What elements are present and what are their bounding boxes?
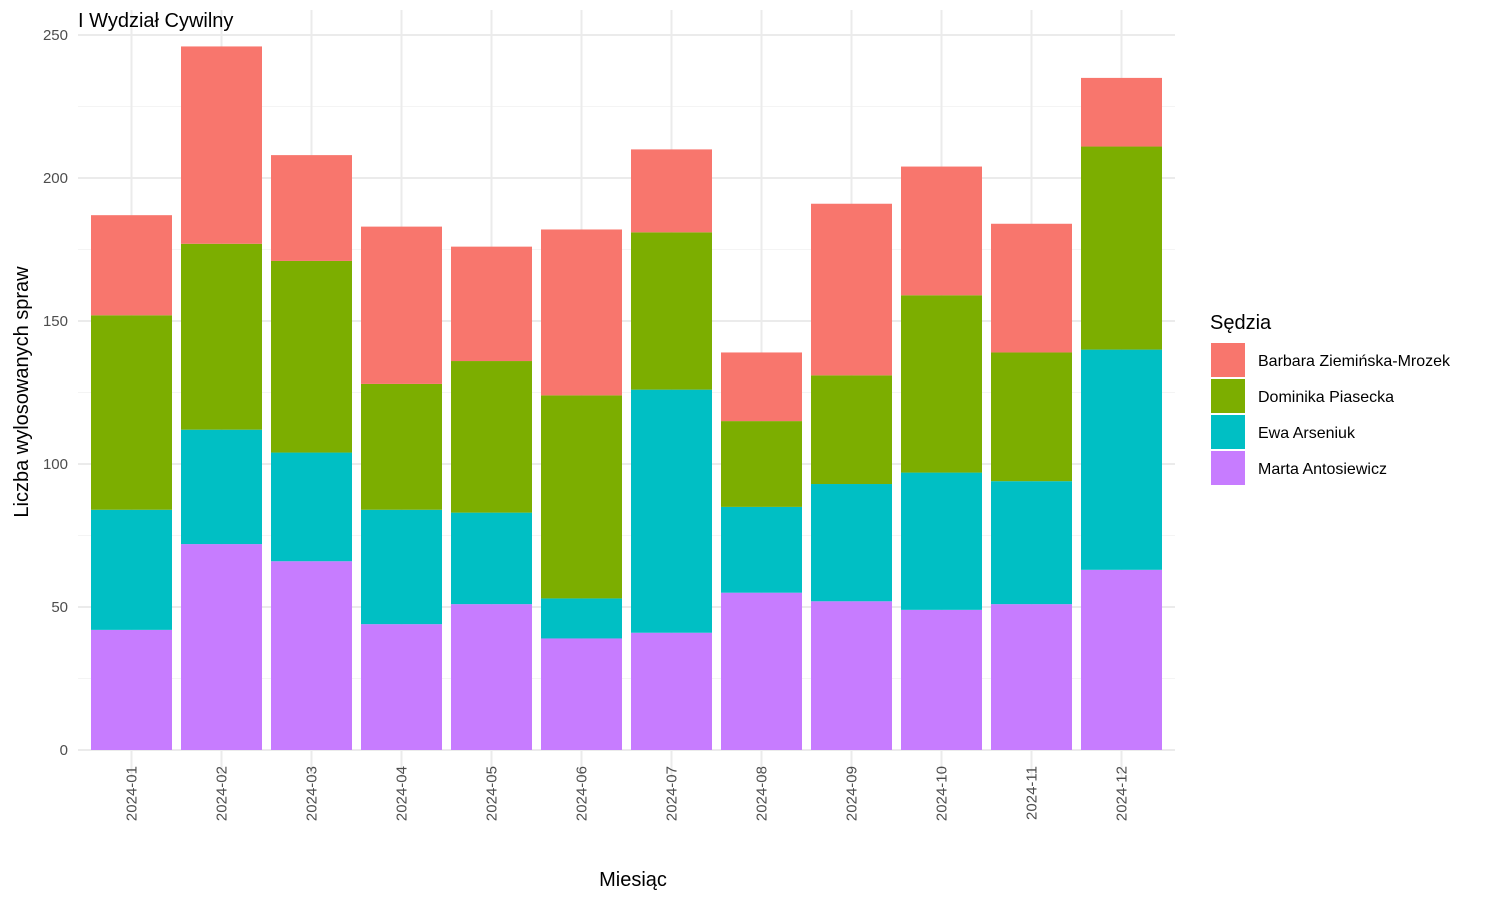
bar-segment-ewa-arseniuk-2024-04 [361, 509, 442, 625]
x-tick-label: 2024-11 [1024, 766, 1041, 820]
bar-segment-dominika-piasecka-2024-11 [991, 352, 1072, 482]
legend-label: Barbara Ziemińska-Mrozek [1258, 353, 1451, 370]
bar-segment-ewa-arseniuk-2024-09 [811, 484, 892, 602]
bar-segment-marta-antosiewicz-2024-12 [1081, 569, 1162, 750]
bar-segment-barbara-zieminska-mrozek-2024-06 [541, 229, 622, 396]
x-tick-label: 2024-05 [484, 766, 501, 821]
legend-swatch [1211, 343, 1245, 377]
bar-segment-ewa-arseniuk-2024-01 [91, 509, 172, 630]
bar-segment-marta-antosiewicz-2024-11 [991, 604, 1072, 750]
x-axis-ticks: 2024-01 2024-02 2024-03 2024-04 2024-05 2024-… [124, 766, 1131, 821]
bar-segment-ewa-arseniuk-2024-08 [721, 506, 802, 593]
bar-segment-marta-antosiewicz-2024-07 [631, 632, 712, 750]
legend-label: Marta Antosiewicz [1258, 461, 1387, 478]
bar-segment-ewa-arseniuk-2024-03 [271, 452, 352, 562]
bar-segment-barbara-zieminska-mrozek-2024-05 [451, 246, 532, 362]
bar-segment-dominika-piasecka-2024-02 [181, 243, 262, 430]
bar-segment-ewa-arseniuk-2024-02 [181, 429, 262, 545]
x-tick-label: 2024-07 [664, 766, 681, 821]
bar-segment-marta-antosiewicz-2024-08 [721, 592, 802, 750]
y-tick-label: 150 [43, 313, 68, 330]
bar-segment-marta-antosiewicz-2024-10 [901, 609, 982, 750]
bar-segment-marta-antosiewicz-2024-09 [811, 601, 892, 750]
bar-segment-marta-antosiewicz-2024-03 [271, 561, 352, 750]
bar-segment-dominika-piasecka-2024-10 [901, 295, 982, 473]
legend-label: Ewa Arseniuk [1258, 425, 1356, 442]
bar-segment-dominika-piasecka-2024-12 [1081, 146, 1162, 350]
bar-segment-dominika-piasecka-2024-09 [811, 375, 892, 485]
y-tick-label: 100 [43, 456, 68, 473]
y-tick-label: 250 [43, 27, 68, 44]
bar-segment-dominika-piasecka-2024-04 [361, 383, 442, 510]
x-tick-label: 2024-12 [1114, 766, 1131, 821]
legend: Sędzia Barbara Ziemińska-Mrozek Dominika … [1210, 312, 1451, 485]
legend-label: Dominika Piasecka [1258, 389, 1394, 406]
bar-segment-ewa-arseniuk-2024-07 [631, 389, 712, 633]
bar-segment-barbara-zieminska-mrozek-2024-02 [181, 46, 262, 244]
bar-segment-marta-antosiewicz-2024-05 [451, 604, 532, 750]
bar-segment-dominika-piasecka-2024-08 [721, 421, 802, 507]
bar-segment-barbara-zieminska-mrozek-2024-09 [811, 203, 892, 376]
bar-segment-barbara-zieminska-mrozek-2024-10 [901, 166, 982, 296]
bar-segment-marta-antosiewicz-2024-04 [361, 624, 442, 750]
y-axis-ticks: 0 50 100 150 200 250 [43, 27, 68, 759]
legend-swatch [1211, 451, 1245, 485]
y-axis-title: Liczba wylosowanych spraw [11, 266, 33, 518]
bar-segment-barbara-zieminska-mrozek-2024-07 [631, 149, 712, 233]
bar-segment-ewa-arseniuk-2024-10 [901, 472, 982, 610]
x-axis-title: Miesiąc [599, 869, 667, 891]
bar-segment-marta-antosiewicz-2024-01 [91, 629, 172, 750]
bar-segment-dominika-piasecka-2024-06 [541, 395, 622, 599]
bar-segment-ewa-arseniuk-2024-12 [1081, 349, 1162, 570]
bar-segment-barbara-zieminska-mrozek-2024-03 [271, 155, 352, 261]
x-tick-label: 2024-03 [304, 766, 321, 821]
bar-segment-marta-antosiewicz-2024-06 [541, 638, 622, 750]
x-tick-label: 2024-06 [574, 766, 591, 821]
y-tick-label: 0 [60, 742, 68, 759]
y-tick-label: 200 [43, 170, 68, 187]
bar-segment-ewa-arseniuk-2024-05 [451, 512, 532, 605]
legend-swatch [1211, 379, 1245, 413]
chart-title: I Wydział Cywilny [78, 10, 233, 32]
bar-segment-barbara-zieminska-mrozek-2024-08 [721, 352, 802, 422]
x-tick-label: 2024-08 [754, 766, 771, 821]
bar-segment-barbara-zieminska-mrozek-2024-12 [1081, 77, 1162, 147]
bar-segment-dominika-piasecka-2024-05 [451, 361, 532, 513]
legend-swatch [1211, 415, 1245, 449]
y-tick-label: 50 [51, 599, 68, 616]
bar-segment-dominika-piasecka-2024-03 [271, 260, 352, 453]
x-tick-label: 2024-04 [394, 766, 411, 821]
x-tick-label: 2024-01 [124, 766, 141, 821]
bar-segment-dominika-piasecka-2024-07 [631, 232, 712, 390]
x-tick-label: 2024-09 [844, 766, 861, 821]
legend-title: Sędzia [1210, 312, 1272, 334]
bar-segment-dominika-piasecka-2024-01 [91, 315, 172, 510]
bar-segment-ewa-arseniuk-2024-06 [541, 598, 622, 639]
bar-segment-barbara-zieminska-mrozek-2024-01 [91, 215, 172, 316]
bar-segment-barbara-zieminska-mrozek-2024-11 [991, 223, 1072, 353]
x-tick-label: 2024-10 [934, 766, 951, 821]
x-tick-label: 2024-02 [214, 766, 231, 821]
bar-segment-marta-antosiewicz-2024-02 [181, 544, 262, 750]
bars [91, 46, 1162, 750]
bar-segment-ewa-arseniuk-2024-11 [991, 481, 1072, 605]
bar-segment-barbara-zieminska-mrozek-2024-04 [361, 226, 442, 384]
